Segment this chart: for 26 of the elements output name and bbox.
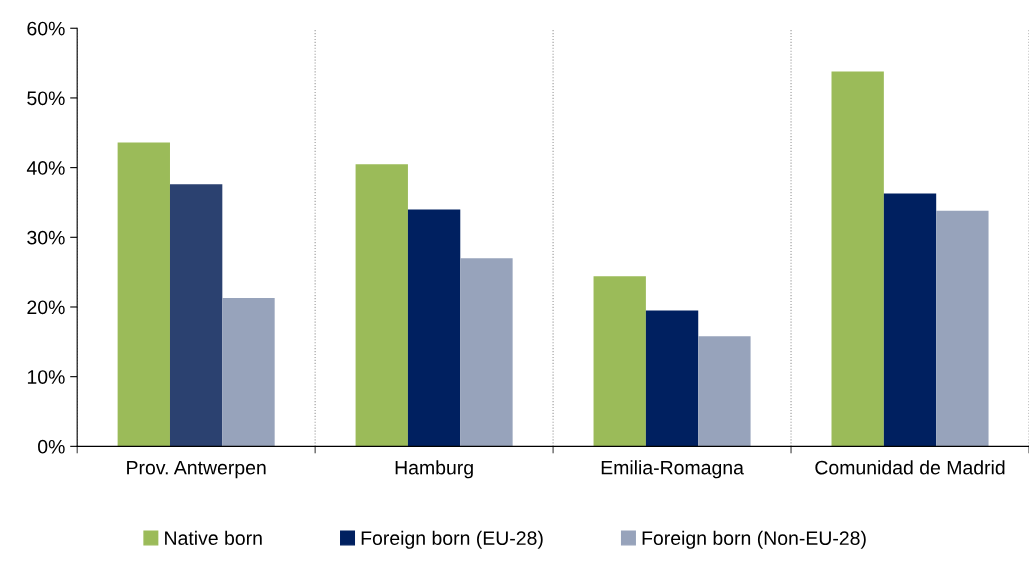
- bar: [355, 164, 408, 447]
- legend-label: Native born: [165, 530, 262, 546]
- legend-label: Foreign born (Non-EU-28): [642, 530, 866, 549]
- y-tick-label: 50%: [27, 91, 65, 106]
- bar: [936, 210, 989, 447]
- x-tick-label: Comunidad de Madrid: [815, 460, 1005, 475]
- legend-label: Foreign born (EU-28): [361, 530, 543, 549]
- x-tick-label: Hamburg: [395, 460, 473, 479]
- x-tick-label: Prov. Antwerpen: [127, 460, 266, 479]
- bar: [593, 276, 646, 447]
- y-tick-label: 10%: [27, 370, 65, 384]
- bar: [460, 258, 513, 447]
- y-tick-label: 20%: [27, 300, 65, 315]
- y-tick-label: 0%: [38, 439, 65, 454]
- bar: [883, 193, 937, 447]
- bar: [407, 209, 461, 447]
- x-tick-label: Emilia-Romagna: [601, 460, 744, 479]
- bar: [831, 71, 884, 447]
- bar: [222, 297, 275, 447]
- y-tick-label: 60%: [27, 21, 65, 36]
- bar: [698, 336, 751, 447]
- y-tick-label: 30%: [27, 230, 65, 245]
- y-tick-label: 40%: [26, 161, 65, 175]
- bar: [169, 184, 223, 447]
- bar: [645, 310, 699, 447]
- bar: [117, 142, 170, 447]
